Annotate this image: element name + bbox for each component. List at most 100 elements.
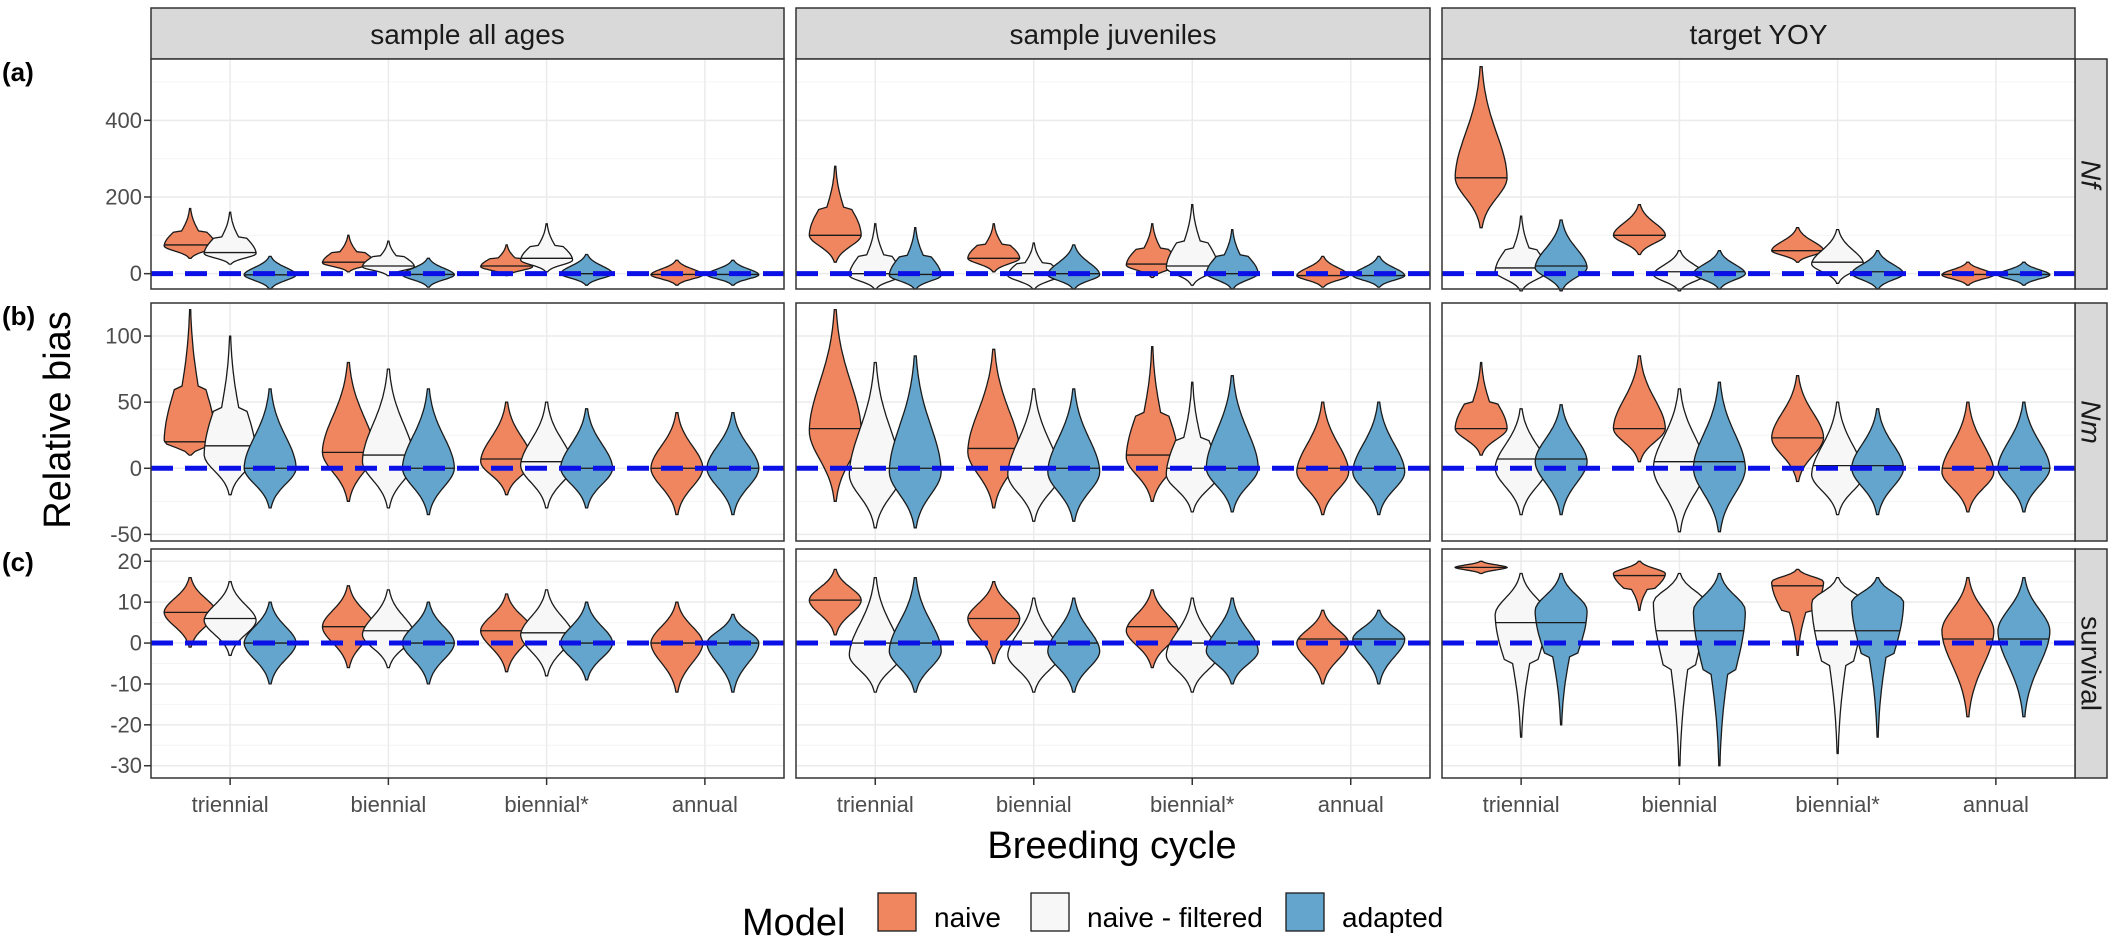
column-strip: [795, 7, 1431, 60]
x-tick-label: annual: [1318, 792, 1384, 817]
panel: [795, 302, 1431, 542]
panel-border: [150, 58, 785, 290]
violin-adapted: [1692, 381, 1747, 533]
violin-adapted: [1352, 609, 1406, 685]
violin-adapted: [401, 388, 455, 516]
panel: [150, 548, 785, 779]
column-strip-label: sample juveniles: [1010, 19, 1217, 50]
violin-naive: [1612, 560, 1667, 611]
panel-tag: (a): [2, 57, 34, 87]
violin-adapted: [1997, 401, 2051, 513]
panel-border: [795, 58, 1431, 290]
panel: [1441, 548, 2076, 779]
row-strip-label: survival: [2076, 616, 2107, 711]
panel: [795, 548, 1431, 779]
panel: [150, 58, 785, 290]
violin-adapted: [1851, 408, 1905, 516]
violin-naive: [1296, 401, 1350, 516]
violin-naive: [650, 601, 704, 693]
y-axis-title: Relative bias: [37, 311, 79, 529]
panel-background: [796, 59, 1430, 289]
panel-border: [1441, 302, 2076, 542]
violin-adapted: [706, 412, 760, 516]
y-tick-label: 50: [118, 390, 142, 415]
x-tick-label: annual: [1963, 792, 2029, 817]
violin-naive: [1771, 375, 1825, 483]
x-tick-label: triennial: [837, 792, 914, 817]
violin-adapted: [559, 601, 614, 681]
violin-adapted: [888, 576, 942, 693]
violin-adapted: [1997, 576, 2051, 718]
y-tick-label: 0: [130, 261, 142, 286]
x-tick-label: biennial: [1641, 792, 1717, 817]
row-strip-label: Nm: [2076, 400, 2107, 444]
y-tick-label: 400: [105, 108, 142, 133]
y-tick-label: -50: [110, 522, 142, 547]
panel-border: [150, 548, 785, 779]
y-tick-label: 20: [118, 549, 142, 574]
x-tick-label: biennial: [996, 792, 1072, 817]
panel: [1441, 302, 2076, 542]
x-tick-label: biennial*: [1795, 792, 1880, 817]
column-strip: [150, 7, 785, 60]
column-strip: [1441, 7, 2076, 60]
violin-naive: [650, 412, 704, 516]
y-tick-label: 200: [105, 185, 142, 210]
violin-naive---filtered: [520, 223, 574, 273]
x-tick-label: biennial*: [1150, 792, 1235, 817]
violin-adapted: [559, 408, 614, 509]
violin-naive: [967, 223, 1021, 273]
x-tick-label: triennial: [1483, 792, 1560, 817]
panel-tag: (b): [2, 301, 35, 331]
panel-border: [1441, 58, 2076, 290]
violin-naive: [1296, 609, 1350, 685]
y-tick-label: 10: [118, 590, 142, 615]
legend-label: naive: [934, 902, 1001, 933]
y-tick-label: 100: [105, 324, 142, 349]
violin-adapted: [1692, 572, 1746, 767]
x-tick-label: biennial: [350, 792, 426, 817]
y-tick-label: -30: [110, 753, 142, 778]
violin-adapted: [1534, 404, 1588, 516]
panel-background: [151, 59, 784, 289]
violin-adapted: [1851, 576, 1905, 738]
legend-key: [877, 892, 917, 932]
panel: [150, 302, 785, 542]
violin-adapted: [1352, 401, 1406, 516]
panel-border: [1441, 548, 2076, 779]
legend-label: adapted: [1342, 902, 1443, 933]
violin-naive: [1612, 204, 1666, 256]
panel-border: [150, 302, 785, 542]
panel-background: [1442, 303, 2075, 541]
panel-border: [795, 302, 1431, 542]
column-strip-label: target YOY: [1689, 19, 1827, 50]
violin-naive: [479, 593, 534, 673]
legend-key: [1030, 892, 1070, 932]
violin-naive: [1941, 401, 1995, 513]
panel: [1441, 58, 2076, 292]
legend-label: naive - filtered: [1087, 902, 1263, 933]
panel: [795, 58, 1431, 290]
y-tick-label: 0: [130, 631, 142, 656]
legend-key: [1285, 892, 1325, 932]
violin-adapted: [706, 613, 760, 693]
violin-naive---filtered: [1811, 576, 1865, 755]
violin-adapted: [1047, 388, 1101, 522]
violin-adapted: [1205, 597, 1259, 685]
violin-naive---filtered: [203, 211, 257, 265]
row-strip-label: Nf: [2076, 160, 2107, 191]
row-strip: [2074, 548, 2108, 779]
violin-naive: [1454, 361, 1508, 456]
x-tick-label: triennial: [192, 792, 269, 817]
y-tick-label: -20: [110, 712, 142, 737]
x-axis-title: Breeding cycle: [987, 825, 1236, 867]
x-tick-label: biennial*: [504, 792, 589, 817]
violin-naive: [808, 568, 862, 636]
panel-tag: (c): [2, 547, 34, 577]
violin-naive---filtered: [1652, 572, 1707, 767]
violin-naive: [1770, 568, 1825, 656]
row-strip: [2074, 58, 2108, 290]
violin-naive: [1454, 66, 1508, 229]
violin-naive: [967, 581, 1021, 665]
